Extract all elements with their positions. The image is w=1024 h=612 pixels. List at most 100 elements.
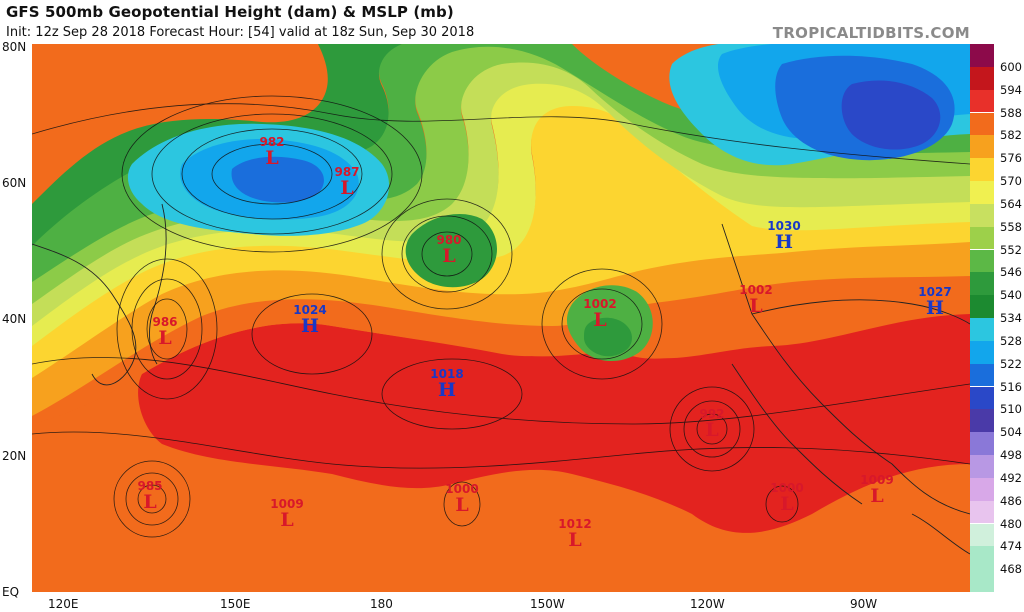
map-title: GFS 500mb Geopotential Height (dam) & MS… — [6, 3, 454, 21]
lon-label-120e: 120E — [48, 597, 79, 611]
colorbar-label: 534 — [1000, 311, 1022, 325]
height-field-570 — [32, 104, 970, 378]
high-pressure-marker: 1030 H — [764, 220, 804, 252]
pressure-value: 1024 — [293, 303, 327, 317]
low-pressure-marker: 987 L — [327, 166, 367, 198]
pressure-type-letter: H — [438, 379, 456, 401]
colorbar-label: 546 — [1000, 265, 1022, 280]
colorbar-cell — [970, 203, 994, 227]
colorbar-label: 558 — [1000, 219, 1022, 234]
low-pressure-marker: 1009 L — [267, 498, 307, 530]
low-pressure-marker: 986 L — [145, 316, 185, 348]
colorbar-cell — [970, 477, 994, 501]
pressure-type-letter: L — [455, 494, 469, 516]
pressure-value: 986 — [152, 315, 178, 329]
pressure-value: 1002 — [583, 297, 617, 311]
colorbar-cell — [970, 44, 994, 67]
pressure-type-letter: L — [265, 147, 279, 169]
low-pressure-marker: 985 L — [130, 480, 170, 512]
colorbar-label: 486 — [1000, 493, 1022, 508]
colorbar-cell — [970, 89, 994, 113]
colorbar-label: 528 — [1000, 333, 1022, 348]
pressure-value: 982 — [259, 135, 285, 149]
lon-label-180: 180 — [370, 597, 393, 611]
colorbar-label: 498 — [1000, 448, 1022, 462]
colorbar-cell — [970, 158, 994, 181]
height-colorbar: 600 594 588 582 576 570 564 558 552 546 540 534 528 5… — [970, 44, 1024, 592]
colorbar-cell — [970, 500, 994, 524]
colorbar-cell — [970, 249, 994, 273]
pressure-value: 985 — [137, 479, 163, 493]
colorbar-label: 582 — [1000, 128, 1022, 143]
lat-label-40n: 40N — [2, 312, 27, 326]
colorbar-label: 480 — [1000, 516, 1022, 531]
pressure-value: 992 — [699, 407, 725, 421]
lat-label-eq: EQ — [2, 585, 20, 599]
pressure-type-letter: L — [568, 529, 582, 551]
height-field-582-band — [32, 272, 970, 424]
pressure-value: 1030 — [767, 219, 801, 233]
pressure-type-letter: H — [775, 231, 793, 253]
pressure-type-letter: L — [158, 327, 172, 349]
low-pressure-marker: 1009 L — [857, 474, 897, 506]
colorbar-cell — [970, 340, 994, 364]
pressure-value: 1012 — [558, 517, 592, 531]
pressure-type-letter: L — [280, 509, 294, 531]
pressure-value: 1000 — [445, 482, 479, 496]
pressure-value: 1000 — [770, 481, 804, 495]
low-pressure-marker: 992 L — [692, 408, 732, 440]
colorbar-label: 516 — [1000, 379, 1022, 394]
coastlines — [32, 203, 970, 555]
lat-label-20n: 20N — [2, 449, 27, 463]
colorbar-label: 594 — [1000, 82, 1022, 97]
lon-label-90w: 90W — [850, 597, 878, 611]
colorbar-label: 522 — [1000, 356, 1022, 371]
colorbar-cell — [970, 386, 994, 410]
pressure-type-letter: L — [593, 309, 607, 331]
colorbar-cell — [970, 135, 994, 159]
pressure-type-letter: L — [340, 177, 354, 199]
colorbar-cell — [970, 272, 994, 296]
colorbar-cell — [970, 66, 994, 90]
colorbar-cell — [970, 523, 994, 547]
pressure-value: 1002 — [739, 283, 773, 297]
low-pressure-marker: 980 L — [429, 234, 469, 266]
low-pressure-marker: 1000 L — [767, 482, 807, 514]
colorbar-label: 570 — [1000, 174, 1022, 188]
pressure-type-letter: H — [926, 297, 944, 319]
lat-label-60n: 60N — [2, 176, 27, 190]
pressure-value: 980 — [436, 233, 462, 247]
low-pressure-marker: 1000 L — [442, 483, 482, 515]
colorbar-label: 468 — [1000, 562, 1022, 577]
colorbar-cell — [970, 455, 994, 478]
pressure-type-letter: L — [749, 295, 763, 317]
colorbar-cell — [970, 112, 994, 136]
map-subtitle: Init: 12z Sep 28 2018 Forecast Hour: [54… — [6, 25, 475, 40]
lon-label-120w: 120W — [690, 597, 725, 611]
high-pressure-marker: 1018 H — [427, 368, 467, 400]
lon-label-150w: 150W — [530, 597, 565, 611]
pressure-type-letter: L — [705, 419, 719, 441]
height-field-576 — [32, 240, 970, 416]
high-pressure-marker: 1027 H — [915, 286, 955, 318]
colorbar-cell — [970, 546, 994, 570]
low-pressure-marker: 982 L — [252, 136, 292, 168]
pressure-value: 987 — [334, 165, 360, 179]
colorbar-label: 474 — [1000, 539, 1022, 554]
colorbar-label: 504 — [1000, 425, 1022, 440]
height-field-558 — [32, 60, 970, 326]
height-field-552 — [32, 44, 970, 305]
pressure-value: 1027 — [918, 285, 952, 299]
colorbar-label: 564 — [1000, 196, 1022, 211]
low-pressure-marker: 1012 L — [555, 518, 595, 550]
colorbar-cell — [970, 363, 994, 387]
pressure-type-letter: H — [301, 315, 319, 337]
colorbar-cell — [970, 432, 994, 455]
colorbar-cell — [970, 226, 994, 250]
brand-label: TROPICALTIDBITS.COM — [772, 24, 970, 42]
map-panel: 982 L 987 L 980 L 986 L 1024 H 1018 H 1002 L 1030 H 1002… — [32, 44, 970, 592]
colorbar-label: 600 — [1000, 59, 1022, 74]
colorbar-label: 552 — [1000, 242, 1022, 257]
geopotential-map — [32, 44, 970, 592]
height-field-cutoff-core — [584, 317, 632, 357]
